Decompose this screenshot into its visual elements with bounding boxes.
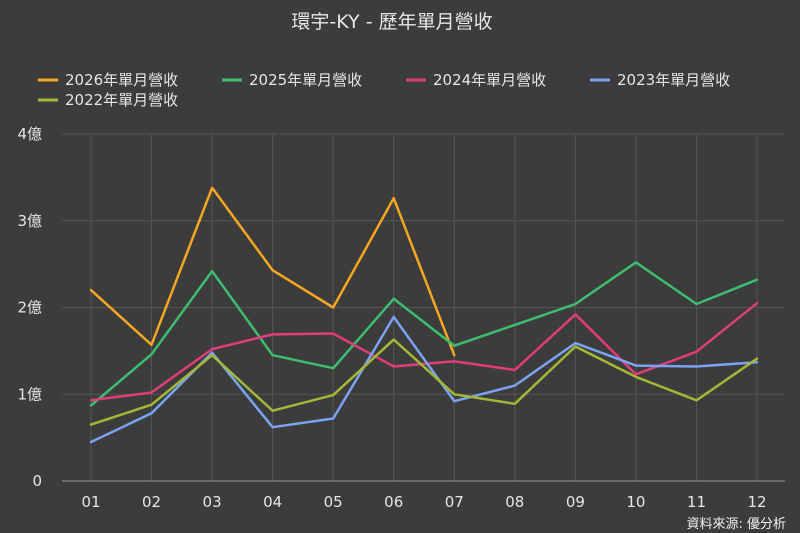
y-tick-label: 0 (32, 472, 42, 490)
x-tick-label: 07 (445, 493, 464, 511)
x-tick-label: 10 (626, 493, 645, 511)
x-tick-label: 05 (324, 493, 343, 511)
x-tick-label: 08 (505, 493, 524, 511)
series-line-4 (89, 338, 759, 426)
x-tick-label: 12 (747, 493, 766, 511)
y-tick-label: 3億 (17, 212, 42, 230)
x-tick-label: 04 (263, 493, 282, 511)
legend-label: 2025年單月營收 (249, 71, 362, 89)
legend-label: 2022年單月營收 (65, 91, 178, 109)
y-axis-ticks: 0 1億 2億 3億 4億 (17, 125, 42, 490)
x-tick-label: 03 (203, 493, 222, 511)
legend-item-4: 2022年單月營收 (38, 91, 178, 109)
source-note: 資料來源: 優分析 (686, 517, 786, 532)
legend-label: 2023年單月營收 (617, 71, 730, 89)
series-lines (89, 186, 759, 444)
y-tick-label: 2億 (17, 299, 42, 317)
x-tick-label: 06 (384, 493, 403, 511)
x-axis-ticks: 01 02 03 04 05 06 07 08 09 10 11 12 (81, 493, 766, 511)
x-tick-label: 11 (687, 493, 706, 511)
legend-item-1: 2025年單月營收 (222, 71, 362, 89)
x-tick-label: 02 (142, 493, 161, 511)
x-tick-label: 09 (566, 493, 585, 511)
legend: 2026年單月營收 2025年單月營收 2024年單月營收 2023年單月營收 2022… (38, 71, 730, 109)
legend-item-3: 2023年單月營收 (590, 71, 730, 89)
x-tick-label: 01 (81, 493, 100, 511)
series-line-0 (89, 186, 456, 357)
legend-label: 2026年單月營收 (65, 71, 178, 89)
legend-item-0: 2026年單月營收 (38, 71, 178, 89)
y-tick-label: 4億 (17, 125, 42, 143)
series-line-3 (89, 315, 759, 444)
legend-item-2: 2024年單月營收 (406, 71, 546, 89)
series-line-2 (89, 301, 759, 402)
y-tick-label: 1億 (17, 385, 42, 403)
chart-title: 環宇-KY - 歷年單月營收 (291, 11, 492, 33)
legend-label: 2024年單月營收 (433, 71, 546, 89)
series-line-1 (89, 261, 759, 407)
grid (62, 133, 785, 481)
